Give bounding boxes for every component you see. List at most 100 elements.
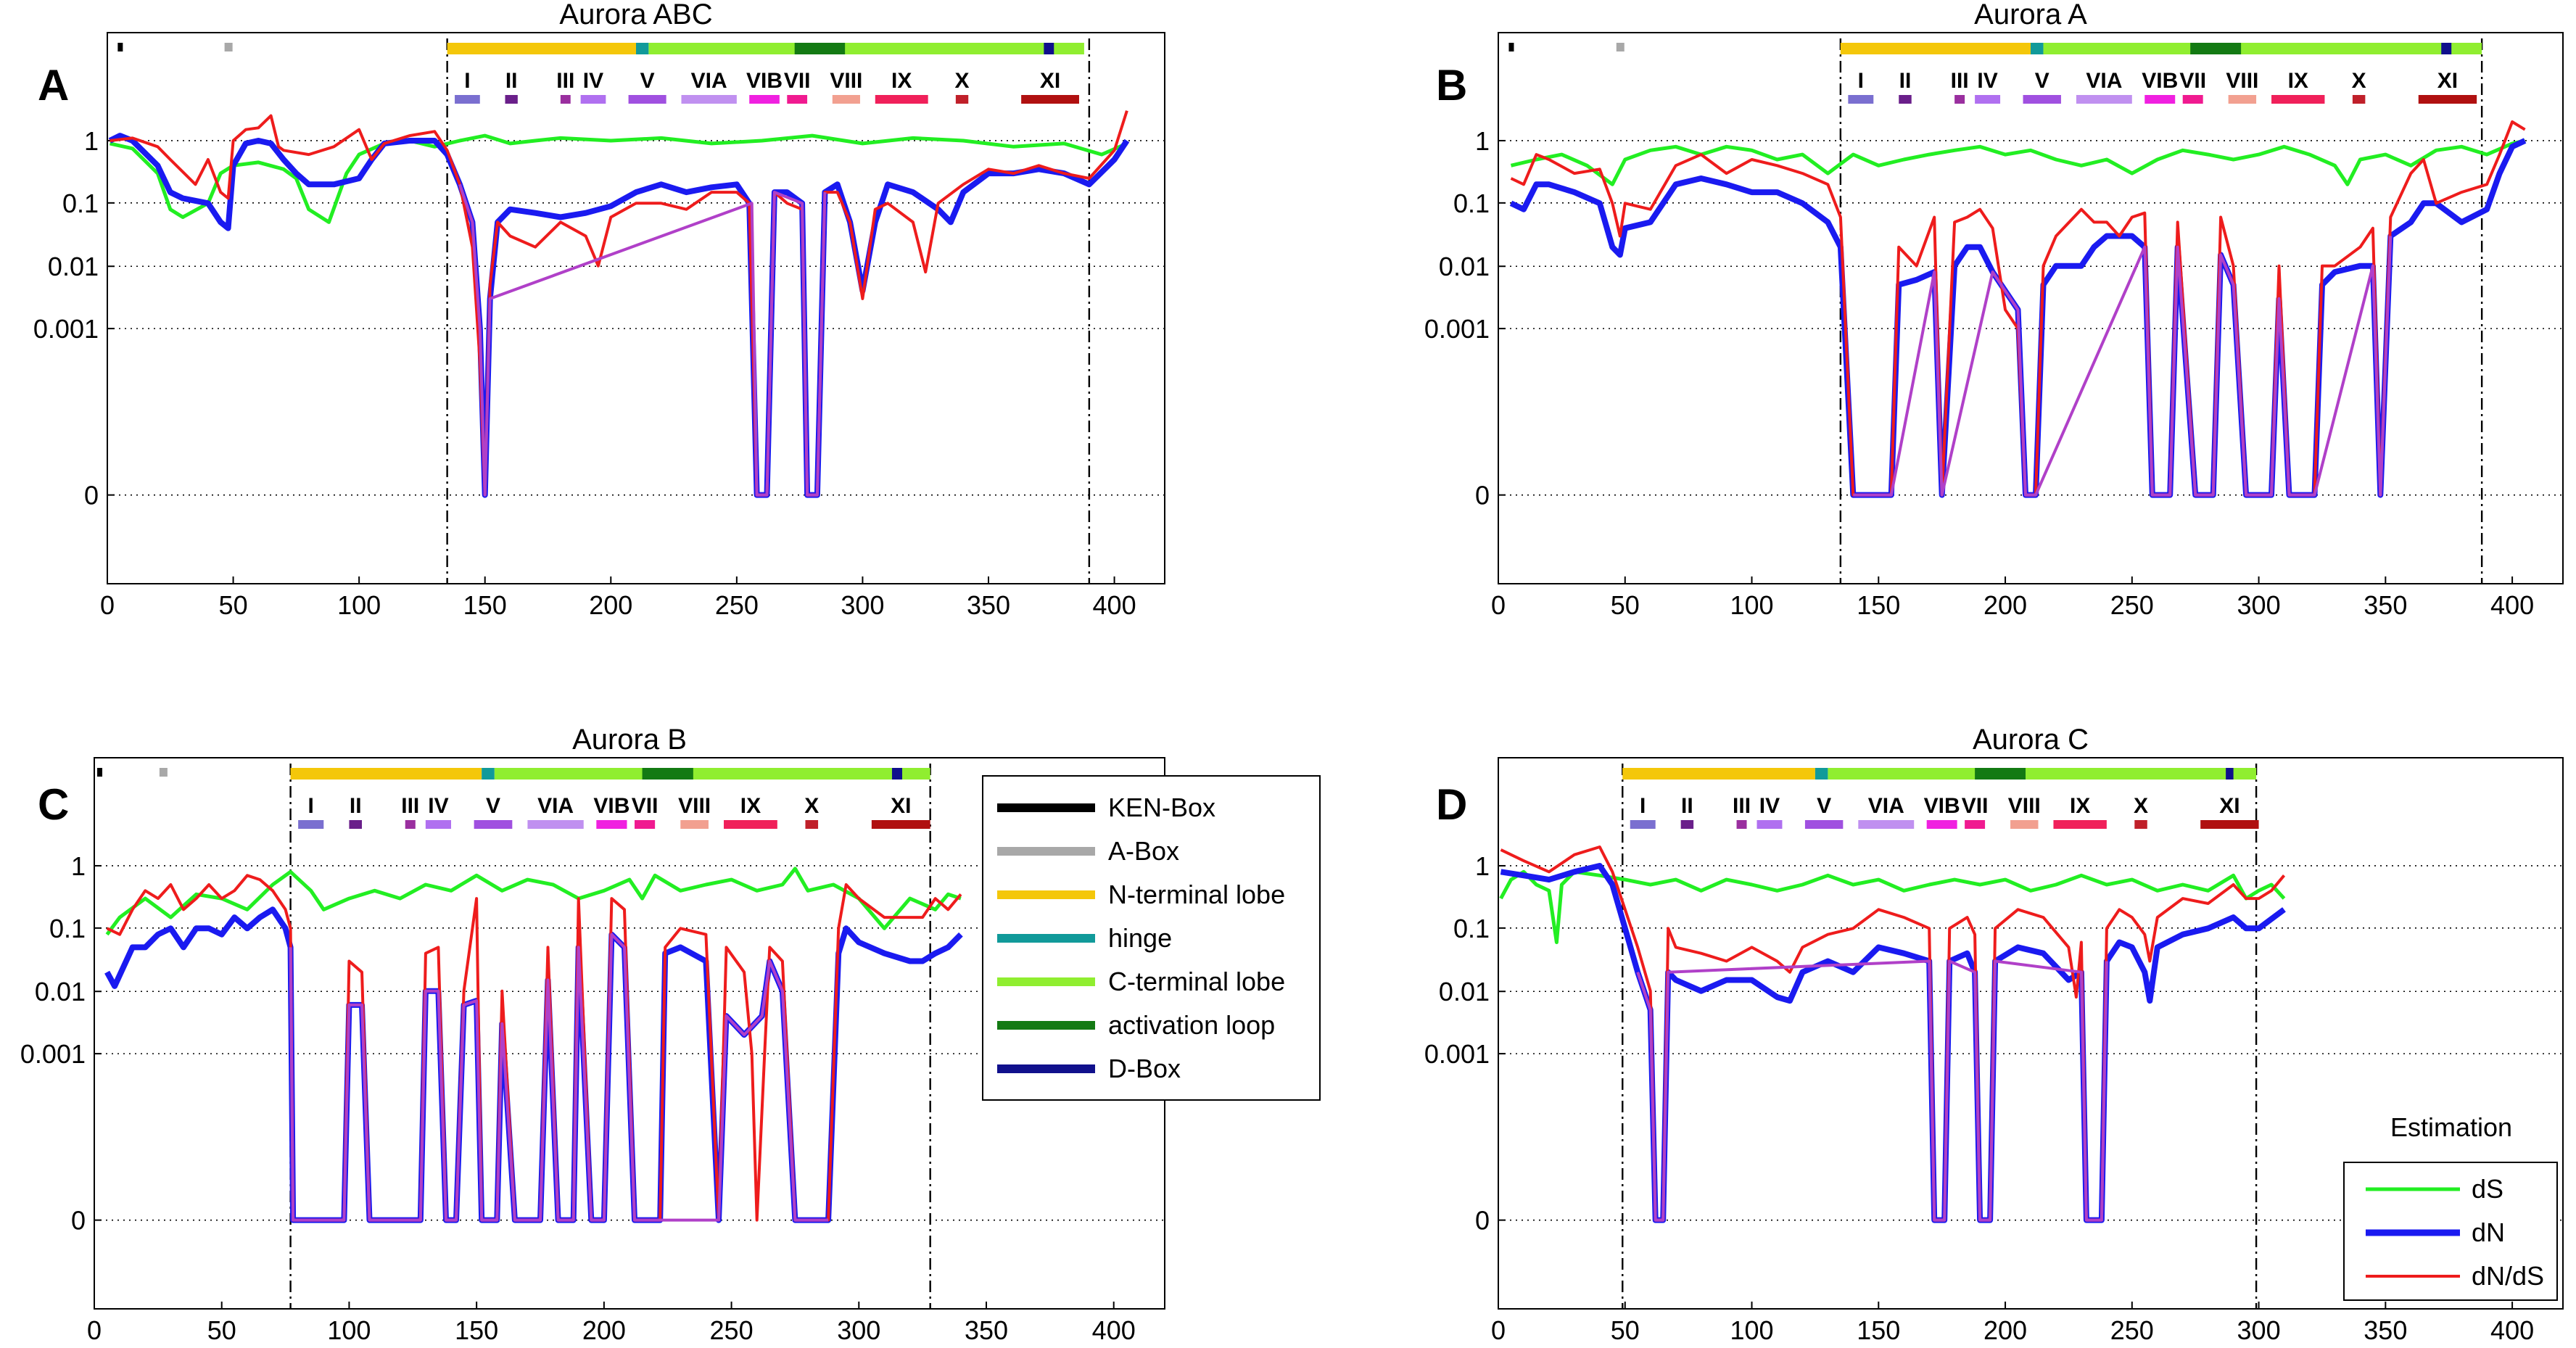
y-tick-label: 0: [1475, 1206, 1490, 1236]
subdomain-bar: [1858, 820, 1915, 829]
subdomain-bar: [596, 820, 627, 829]
subdomain-label: IV: [1977, 69, 1997, 93]
d-box-bar: [891, 768, 903, 780]
subdomain-bar: [2076, 95, 2132, 104]
chart-title: Aurora ABC: [559, 0, 712, 30]
subdomain-label: IX: [2288, 69, 2308, 93]
subdomain-bar: [505, 95, 518, 104]
subdomain-label: VII: [784, 69, 811, 93]
x-tick-label: 100: [337, 590, 381, 620]
hinge-bar: [636, 43, 649, 54]
x-tick-label: 350: [2364, 590, 2407, 620]
series-dn-line: [1509, 138, 2527, 498]
domain-legend-label: D-Box: [1108, 1054, 1181, 1083]
a-box-marker: [1616, 43, 1625, 51]
activation-loop-bar: [2190, 43, 2242, 54]
subdomain-bar: [349, 820, 362, 829]
y-tick-label: 1: [71, 851, 86, 881]
x-tick-label: 300: [837, 1315, 880, 1345]
subdomain-label: VII: [632, 794, 659, 818]
subdomain-label: VIII: [678, 794, 711, 818]
subdomain-label: V: [2035, 69, 2049, 93]
subdomain-bar: [2228, 95, 2257, 104]
activation-loop-bar: [1975, 768, 2026, 780]
y-tick-label: 0.001: [33, 314, 99, 344]
subdomain-label: I: [1640, 794, 1646, 818]
domain-legend-label: KEN-Box: [1108, 793, 1215, 822]
y-tick-label: 0.01: [1439, 252, 1490, 281]
plot-area-frame: [1498, 757, 2564, 1310]
x-tick-label: 50: [1611, 1315, 1640, 1345]
subdomain-bar: [1954, 95, 1965, 104]
subdomain-label: IX: [2070, 794, 2090, 818]
subdomain-label: XI: [891, 794, 911, 818]
chart-title: Aurora C: [1973, 724, 2089, 756]
hinge-bar: [1815, 768, 1828, 780]
activation-loop-bar: [794, 43, 846, 54]
subdomain-label: III: [556, 69, 574, 93]
estimation-legend-label: dN: [2472, 1217, 2505, 1247]
x-tick-label: 350: [2364, 1315, 2407, 1345]
y-tick-label: 1: [84, 126, 99, 156]
y-tick-label: 0.1: [1453, 914, 1490, 943]
chart-title: Aurora A: [1974, 0, 2087, 30]
x-tick-label: 200: [589, 590, 632, 620]
x-tick-label: 300: [2237, 1315, 2281, 1345]
series-dn-line: [1500, 863, 2286, 1223]
subdomain-label: III: [1951, 69, 1969, 93]
subdomain-bar: [680, 820, 709, 829]
c-terminal-lobe-bar: [648, 43, 1084, 54]
n-terminal-lobe-bar: [1622, 768, 1815, 780]
y-tick-label: 0: [1475, 481, 1490, 510]
subdomain-label: X: [2352, 69, 2366, 93]
series-dnds-line: [1510, 120, 2526, 497]
subdomain-bar: [455, 95, 480, 104]
x-tick-label: 0: [100, 590, 115, 620]
panel-d: Aurora C 1 0.1 0.01 0.001 0 0 50 100 150 200 250 300…: [1424, 724, 2564, 1345]
y-tick-label: 0.01: [1439, 977, 1490, 1006]
hinge-bar: [2031, 43, 2044, 54]
panel-label-a: A: [38, 61, 69, 109]
subdomain-label: XI: [1040, 69, 1060, 93]
panel-b: Aurora A 1 0.1 0.01 0.001 0 0 50 100 150 200 250 300…: [1424, 0, 2564, 620]
x-tick-label: 50: [207, 1315, 236, 1345]
x-tick-label: 250: [710, 1315, 754, 1345]
subdomain-bar: [1680, 820, 1694, 829]
subdomain-label: II: [1899, 69, 1912, 93]
x-tick-label: 250: [2110, 590, 2154, 620]
estimation-legend: Estimation dS dN dN/dS: [2343, 1112, 2558, 1301]
panel-c: Aurora B 1 0.1 0.01 0.001 0 0 50 100 150 200 250 300…: [20, 724, 1165, 1345]
subdomain-label: I: [308, 794, 314, 818]
subdomain-label: VII: [1962, 794, 1989, 818]
x-tick-label: 100: [1730, 1315, 1773, 1345]
a-box-marker: [224, 43, 233, 51]
subdomain-label: VIA: [2086, 69, 2122, 93]
y-tick-label: 0.01: [48, 252, 99, 281]
subdomain-label: X: [2134, 794, 2148, 818]
x-tick-label: 0: [1491, 1315, 1506, 1345]
x-tick-label: 150: [463, 590, 507, 620]
y-tick-label: 0.1: [49, 914, 86, 943]
y-tick-label: 0.1: [1453, 189, 1490, 218]
subdomain-label: VIA: [1868, 794, 1904, 818]
domain-legend-label: N-terminal lobe: [1108, 880, 1285, 909]
x-tick-label: 400: [1092, 1315, 1136, 1345]
subdomain-bar: [2134, 820, 2147, 829]
y-tick-label: 0.001: [1424, 314, 1490, 344]
subdomain-bar: [2182, 95, 2203, 104]
x-tick-label: 150: [1857, 590, 1900, 620]
subdomain-label: X: [955, 69, 970, 93]
series-overlap-line: [458, 183, 827, 497]
series-ds-line: [105, 867, 962, 936]
subdomain-bar: [871, 820, 930, 829]
subdomain-label: IV: [1759, 794, 1780, 818]
subdomain-bar: [1736, 820, 1747, 829]
y-tick-label: 0: [84, 481, 99, 510]
subdomain-label: III: [1733, 794, 1751, 818]
subdomain-bar: [1804, 820, 1844, 829]
y-tick-label: 0.01: [35, 977, 86, 1006]
n-terminal-lobe-bar: [1840, 43, 2031, 54]
x-tick-label: 100: [327, 1315, 371, 1345]
x-tick-label: 400: [2490, 1315, 2534, 1345]
subdomain-bar: [1021, 95, 1079, 104]
